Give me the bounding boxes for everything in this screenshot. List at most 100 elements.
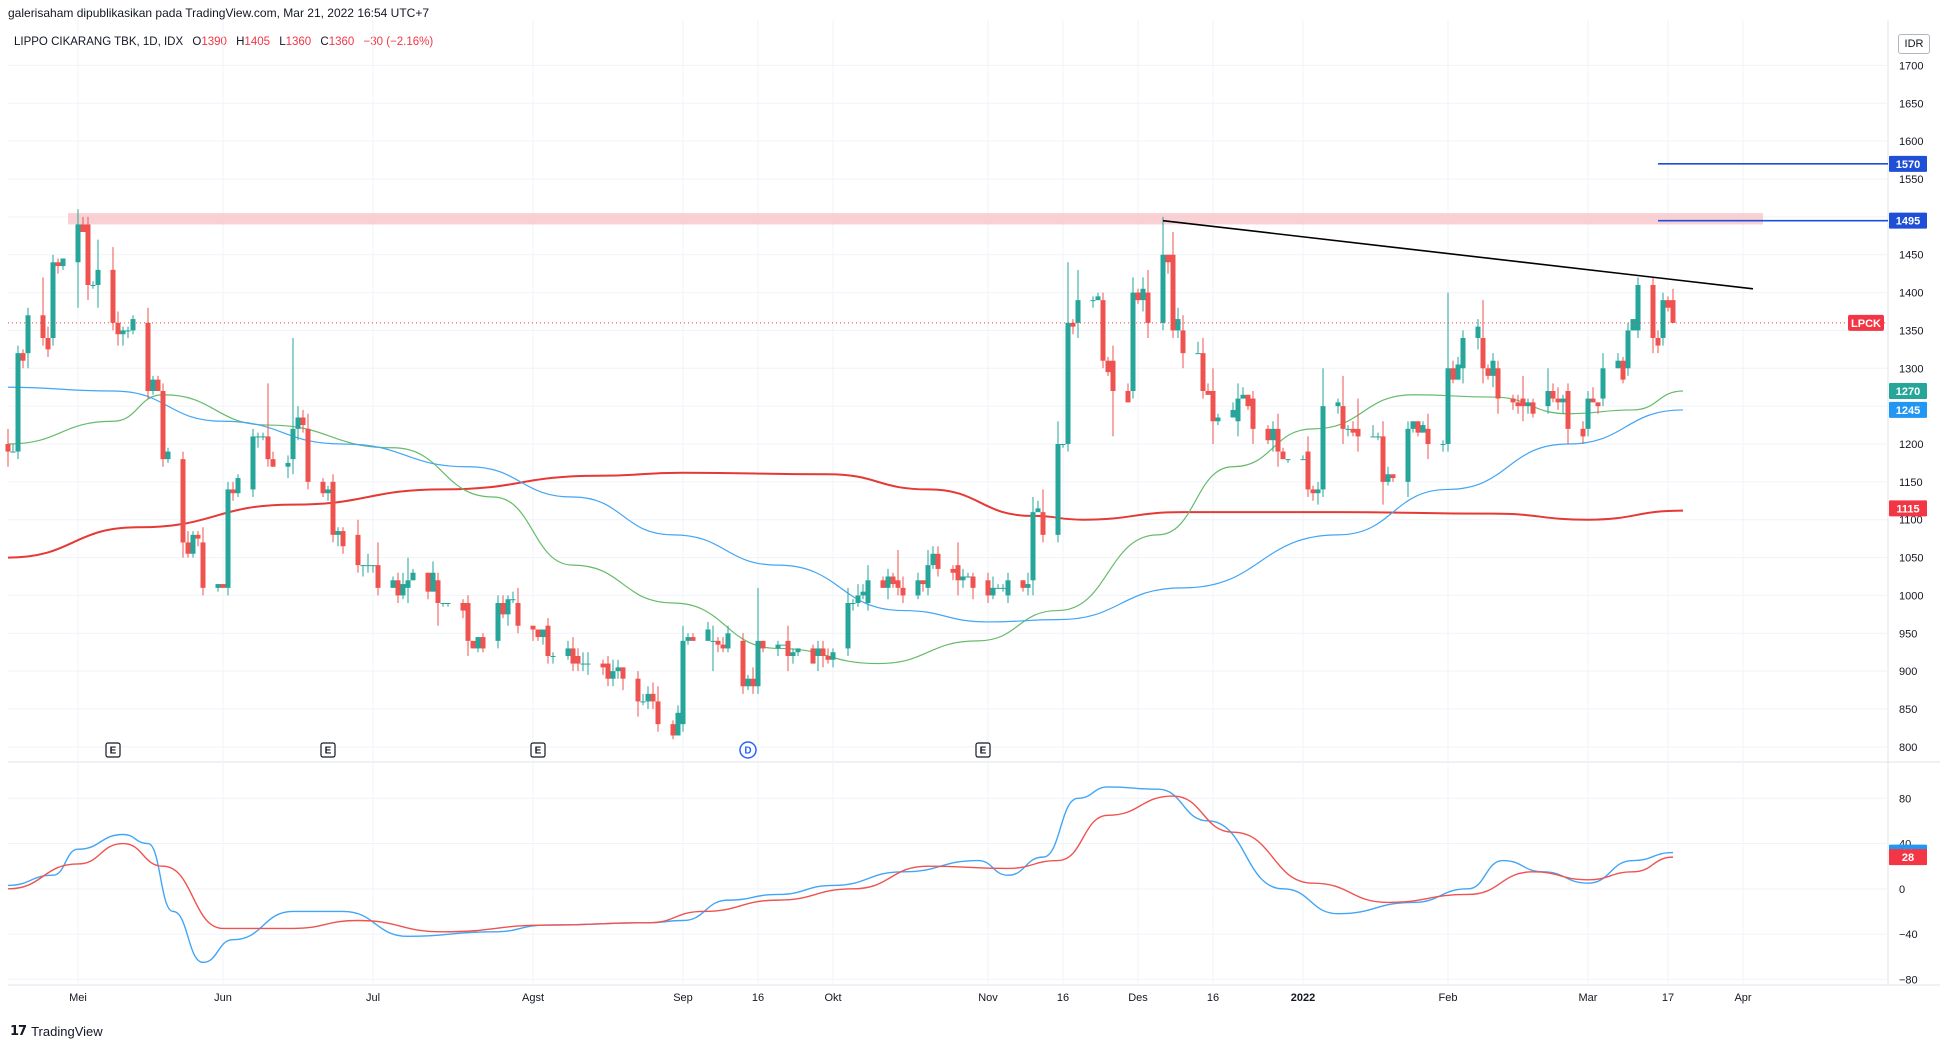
candle-body <box>1670 300 1676 323</box>
candle-body <box>1130 292 1136 391</box>
candle-body <box>1600 368 1606 399</box>
dividend-marker <box>739 741 757 759</box>
ma-badge-bg <box>1889 401 1927 418</box>
price-tick-label: 1650 <box>1899 98 1923 110</box>
candle-body <box>780 644 786 646</box>
candle-body <box>995 587 1001 589</box>
candle-body <box>550 656 556 657</box>
candle-body <box>500 603 506 615</box>
candle-body <box>110 269 116 323</box>
candle-body <box>50 262 56 338</box>
earnings-marker <box>530 742 546 758</box>
candle-body <box>480 637 486 649</box>
candle-body <box>1490 360 1496 376</box>
price-tick-label: 1450 <box>1899 250 1923 262</box>
candle-body <box>1230 409 1236 418</box>
candle-body <box>120 330 126 335</box>
close-value: 1360 <box>328 36 355 48</box>
candle-body <box>115 322 121 335</box>
candle-body <box>40 315 46 338</box>
candle-body <box>270 459 276 467</box>
candle-body <box>1170 254 1176 331</box>
candle-body <box>1180 330 1186 354</box>
price-tick-label: 1300 <box>1899 363 1923 375</box>
candle-body <box>1625 330 1631 369</box>
candle-body <box>725 633 731 649</box>
candle-body <box>970 576 976 588</box>
candle-body <box>325 489 331 494</box>
candle-body <box>1455 364 1461 380</box>
candle-body <box>1105 360 1111 373</box>
price-tick-label: 1150 <box>1899 477 1923 489</box>
candle-body <box>865 580 871 603</box>
candle-body <box>60 258 66 267</box>
candle-body <box>820 648 826 656</box>
ma-short-line <box>7 386 1684 623</box>
candle-body <box>1320 406 1326 490</box>
candle-body <box>585 663 591 665</box>
candle-body <box>1040 512 1046 535</box>
candle-body <box>1450 368 1456 380</box>
candle-body <box>1545 391 1551 407</box>
currency-badge[interactable]: IDR <box>1898 34 1930 54</box>
candle-body <box>45 338 51 350</box>
osc-badge: 28 <box>1902 852 1914 864</box>
tradingview-mark-icon: 𝟭𝟳 <box>10 1023 27 1038</box>
time-tick-label: 2022 <box>1291 992 1315 1004</box>
candle-body <box>1300 459 1306 461</box>
time-tick-label: Feb <box>1439 992 1458 1004</box>
high-key: H <box>236 36 245 48</box>
candle-body <box>80 224 86 232</box>
candle-body <box>610 671 616 679</box>
candle-body <box>1590 398 1596 403</box>
tradingview-logo[interactable]: 𝟭𝟳 TradingView <box>10 1023 103 1039</box>
candle-body <box>410 572 416 581</box>
candle-body <box>220 584 226 588</box>
candle-body <box>1420 425 1426 433</box>
candle-body <box>620 667 626 679</box>
candle-body <box>1555 398 1561 403</box>
candle-body <box>340 531 346 547</box>
candle-body <box>1525 402 1531 407</box>
price-tick-label: 900 <box>1899 666 1917 678</box>
candle-body <box>960 576 966 581</box>
candle-body <box>1265 428 1271 441</box>
candle-body <box>850 603 856 604</box>
time-tick-label: 16 <box>752 992 764 1004</box>
candle-body <box>1485 368 1491 376</box>
osc-fast-line <box>7 786 1674 964</box>
candle-body <box>1310 489 1316 494</box>
candle-body <box>1215 417 1221 422</box>
candle-body <box>1425 428 1431 444</box>
price-tick-label: 1050 <box>1899 553 1923 565</box>
ma-badge-bg <box>1889 383 1927 399</box>
low-key: L <box>279 36 286 48</box>
candle-body <box>1355 428 1361 437</box>
time-tick-label: 17 <box>1662 992 1674 1004</box>
time-tick-label: Mei <box>69 992 87 1004</box>
osc-tick-label: −80 <box>1899 974 1918 986</box>
candle-body <box>1165 254 1171 263</box>
price-tick-label: 1700 <box>1899 60 1923 72</box>
candle-body <box>365 565 371 567</box>
candle-body <box>1005 580 1011 596</box>
candle-body <box>1615 360 1621 369</box>
time-tick-label: Jul <box>366 992 380 1004</box>
candle-body <box>915 580 921 596</box>
candle-body <box>1075 300 1081 323</box>
candle-body <box>645 693 651 702</box>
candle-body <box>1520 398 1526 407</box>
ma-badge: 1245 <box>1896 405 1920 417</box>
candle-body <box>740 640 746 687</box>
candle-body <box>1635 285 1641 331</box>
candle-body <box>1285 459 1291 461</box>
candle-body <box>690 637 696 641</box>
candle-body <box>255 436 261 438</box>
candle-body <box>25 315 31 354</box>
candle-body <box>1345 428 1351 430</box>
candle-body <box>605 663 611 679</box>
osc-slow-line <box>7 795 1674 933</box>
candle-body <box>545 625 551 656</box>
